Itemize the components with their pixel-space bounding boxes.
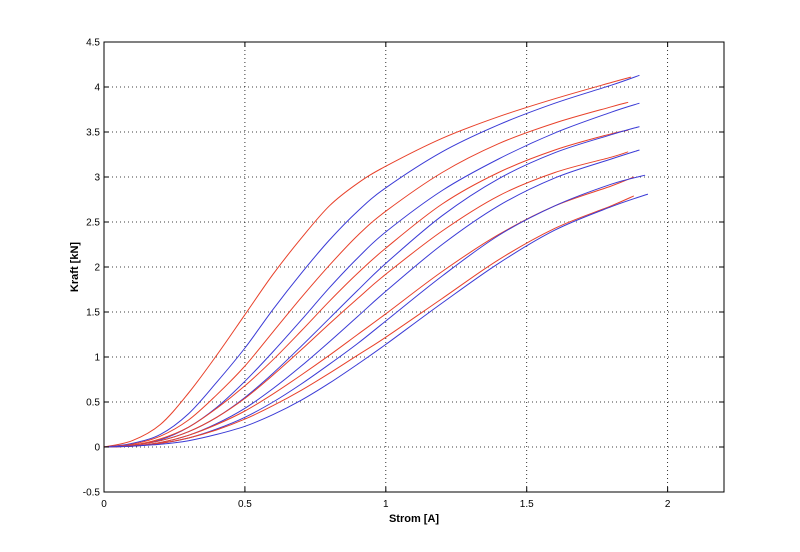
series-group [103,74,649,448]
y-tick-label: 2 [94,263,100,274]
x-tick-label: 2 [665,499,671,510]
series-line-red-1 [103,76,632,448]
series-line-red-3 [103,101,629,448]
x-tick-label: 0 [101,499,107,510]
y-tick-label: 4 [94,83,100,94]
series-line-red-11 [103,195,635,448]
y-tick-label: 4.5 [86,38,100,49]
y-tick-label: 1.5 [86,308,100,319]
x-tick-label: 1 [383,499,389,510]
x-tick-label: 0.5 [238,499,252,510]
y-tick-label: 0.5 [86,398,100,409]
y-tick-label: 3 [94,173,100,184]
y-tick-label: 3.5 [86,128,100,139]
y-tick-label: 1 [94,353,100,364]
x-tick-labels: 0 0.5 1 1.5 2 [101,499,671,510]
y-tick-label: 0 [94,443,100,454]
x-tick-label: 1.5 [520,499,534,510]
x-axis-label: Strom [A] [389,513,439,525]
y-tick-labels: -0.5 0 0.5 1 1.5 2 2.5 3 3.5 4 4.5 [83,38,101,499]
series-line-red-5 [103,129,629,448]
y-axis-label: Kraft [kN] [69,242,81,292]
series-line-blue-12 [103,193,649,448]
series-line-red-7 [103,151,629,448]
y-tick-label: -0.5 [83,488,101,499]
ticks [103,41,724,493]
y-tick-label: 2.5 [86,218,100,229]
series-line-blue-2 [103,74,640,448]
